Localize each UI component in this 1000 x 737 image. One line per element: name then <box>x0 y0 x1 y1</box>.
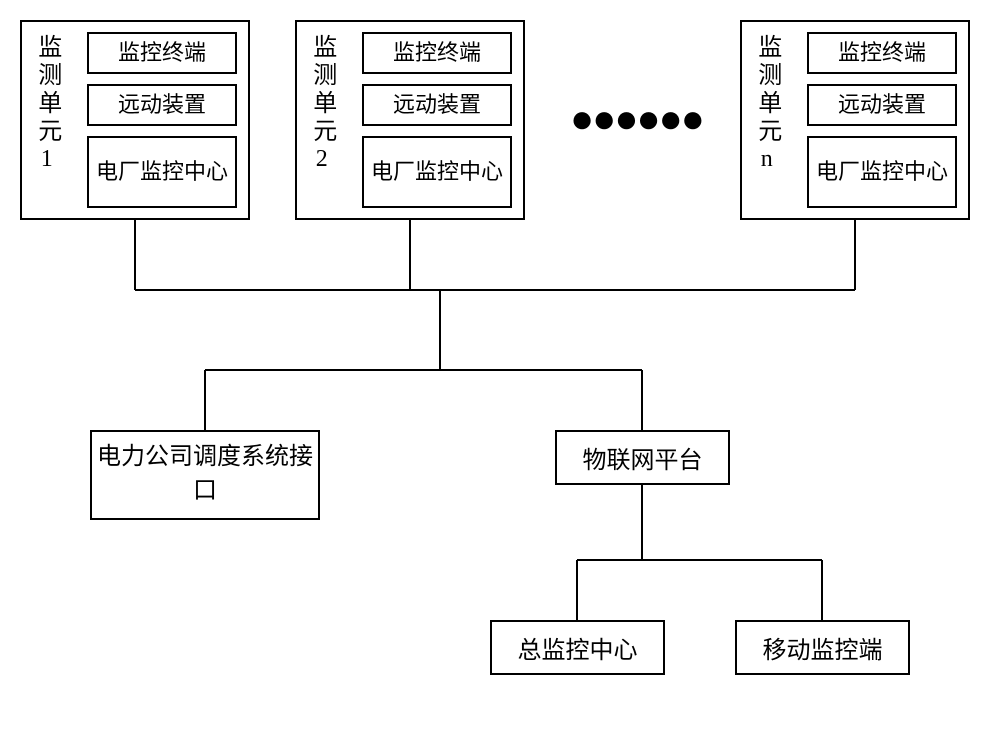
unit-2-terminal: 监控终端 <box>362 32 512 74</box>
dispatch-label: 电力公司调度系统接口 <box>92 441 318 508</box>
unit-1-terminal: 监控终端 <box>87 32 237 74</box>
ellipsis-icon: ●●●●●● <box>570 95 703 142</box>
unit-n-terminal: 监控终端 <box>807 32 957 74</box>
unit-1-center: 电厂监控中心 <box>87 136 237 208</box>
dispatch-interface-box: 电力公司调度系统接口 <box>90 430 320 520</box>
monitoring-unit-n: 监测单元n 监控终端 远动装置 电厂监控中心 <box>740 20 970 220</box>
unit-n-center: 电厂监控中心 <box>807 136 957 208</box>
unit-1-label: 监测单元1 <box>32 34 61 176</box>
mobile-monitor-box: 移动监控端 <box>735 620 910 675</box>
mobile-label: 移动监控端 <box>763 630 883 665</box>
unit-2-label: 监测单元2 <box>307 34 336 176</box>
unit-n-remote: 远动装置 <box>807 84 957 126</box>
unit-2-center: 电厂监控中心 <box>362 136 512 208</box>
monitoring-unit-2: 监测单元2 监控终端 远动装置 电厂监控中心 <box>295 20 525 220</box>
unit-n-label: 监测单元n <box>752 34 781 176</box>
main-center-label: 总监控中心 <box>518 630 638 665</box>
iot-label: 物联网平台 <box>583 440 703 475</box>
monitoring-unit-1: 监测单元1 监控终端 远动装置 电厂监控中心 <box>20 20 250 220</box>
unit-1-remote: 远动装置 <box>87 84 237 126</box>
main-center-box: 总监控中心 <box>490 620 665 675</box>
iot-platform-box: 物联网平台 <box>555 430 730 485</box>
unit-2-remote: 远动装置 <box>362 84 512 126</box>
